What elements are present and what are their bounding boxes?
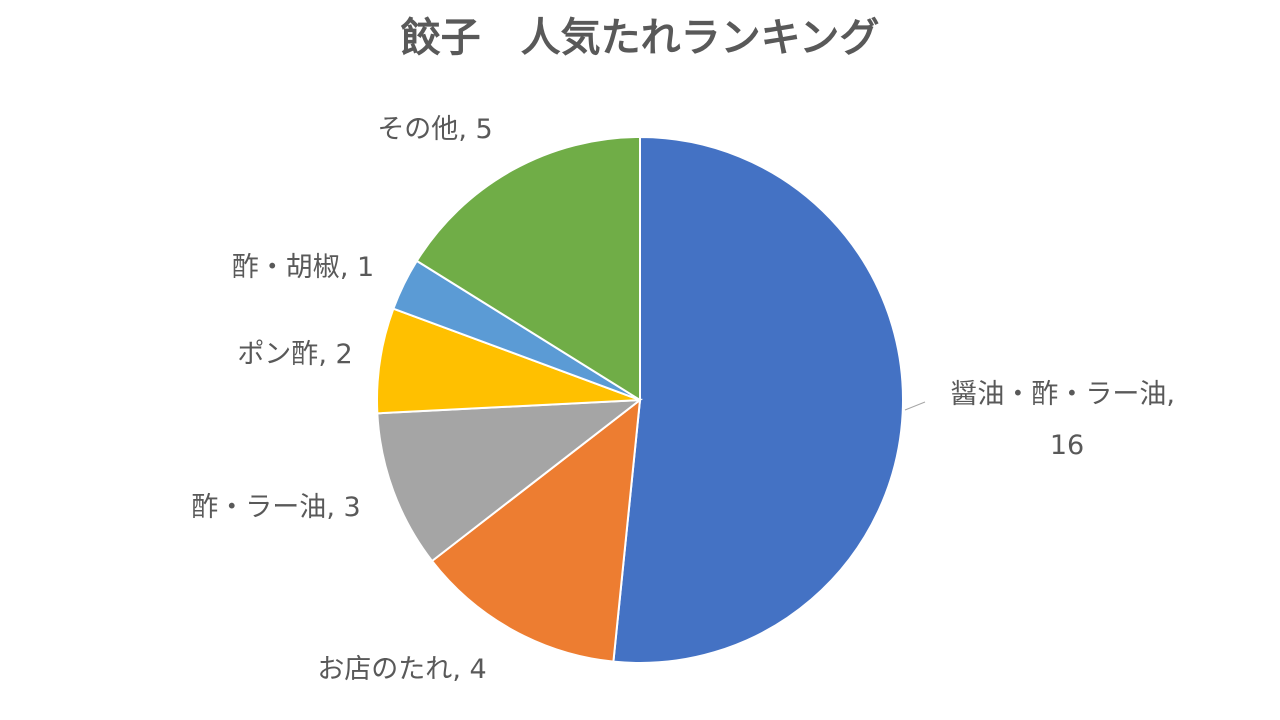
label-category: お店のたれ: [317, 654, 452, 685]
pie-slice: [612, 135, 904, 664]
label-separator: ,: [318, 339, 335, 370]
label-value: 5: [475, 114, 492, 145]
data-label: その他, 5: [377, 114, 492, 145]
label-value: 1: [357, 252, 374, 283]
label-value: 3: [343, 492, 360, 523]
label-value: 4: [469, 654, 486, 685]
label-separator: ,: [326, 492, 343, 523]
label-category: 醤油・酢・ラー油: [950, 379, 1166, 410]
label-category: ポン酢: [237, 339, 318, 370]
label-separator: ,: [458, 114, 475, 145]
label-value: 16: [1050, 430, 1084, 461]
pie-slice: [430, 397, 642, 663]
pie-slice: [376, 398, 644, 563]
data-label: お店のたれ, 4: [317, 654, 486, 685]
label-separator: ,: [1166, 379, 1183, 410]
label-separator: ,: [340, 252, 357, 283]
label-separator: ,: [452, 654, 469, 685]
pie-slice: [415, 135, 641, 402]
leader-line: [904, 401, 926, 411]
label-category: 酢・胡椒: [232, 252, 340, 283]
data-label: 酢・ラー油, 3: [191, 492, 360, 523]
data-label: ポン酢, 2: [237, 339, 352, 370]
data-label: 醤油・酢・ラー油, 16: [950, 379, 1183, 461]
label-category: 酢・ラー油: [191, 492, 326, 523]
data-label: 酢・胡椒, 1: [232, 252, 374, 283]
chart-title: 餃子 人気たれランキング: [401, 15, 880, 61]
label-category: その他: [377, 114, 458, 145]
label-value: 2: [335, 339, 352, 370]
